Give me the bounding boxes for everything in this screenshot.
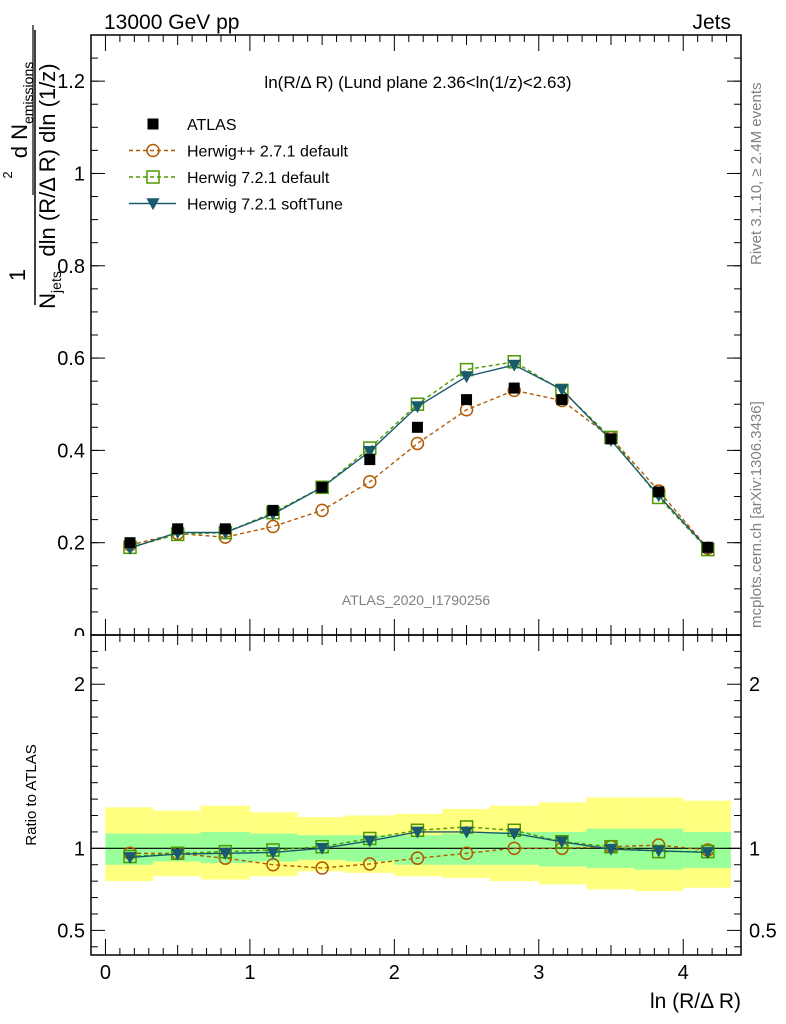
- ratio-y-tick-label-right: 0.5: [749, 920, 777, 942]
- legend-marker: [147, 118, 159, 130]
- x-tick-label: 0: [100, 962, 111, 984]
- ratio-y-tick-label-right: 1: [749, 838, 760, 860]
- main-data-point: [363, 475, 377, 489]
- main-series-line: [129, 364, 709, 550]
- main-data-point: [605, 433, 617, 445]
- y-label-denominator: dln (R/Δ R) dln (1/z): [35, 63, 60, 256]
- ratio-data-point: [315, 843, 329, 855]
- ratio-data-point: [266, 847, 280, 860]
- rivet-label: Rivet 3.1.10, ≥ 2.4M events: [748, 83, 765, 266]
- main-data-point: [507, 359, 521, 372]
- x-tick-label: 1: [244, 962, 255, 984]
- ratio-data-point: [410, 851, 425, 865]
- ratio-data-point: [507, 841, 521, 856]
- main-series-line: [129, 389, 709, 549]
- main-series-herwig-7-2-1-softtune: [123, 359, 715, 556]
- main-y-tick-label: 0.2: [57, 533, 85, 555]
- ratio-data-point: [555, 836, 569, 849]
- ratio-band-inner: [442, 833, 490, 865]
- ratio-data-point: [604, 843, 618, 856]
- ratio-y-label: Ratio to ATLAS: [23, 744, 40, 845]
- main-panel: 0.20.40.60.811.20 ln(R/Δ R) (Lund plane …: [57, 34, 742, 648]
- legend-marker: [146, 198, 160, 211]
- legend-entry: Herwig 7.2.1 default: [129, 170, 330, 187]
- legend-entry: Herwig 7.2.1 softTune: [129, 197, 343, 214]
- ratio-series-herwig-7-2-1-softtune: [123, 826, 715, 864]
- legend-entry: ATLAS: [147, 117, 237, 134]
- ratio-data-point: [363, 835, 377, 848]
- analysis-watermark: ATLAS_2020_I1790256: [342, 592, 491, 608]
- main-data-point: [410, 436, 425, 451]
- ratio-frame: [90, 634, 742, 956]
- main-data-point: [702, 541, 714, 553]
- main-data-point: [411, 421, 423, 433]
- ratio-y-tick-label-right: 2: [749, 674, 760, 696]
- main-y-tick-label: 0.8: [57, 256, 85, 278]
- x-axis-label: ln (R/Δ R): [650, 990, 741, 1013]
- ratio-y-tick-label: 0.5: [57, 920, 85, 942]
- main-series-atlas: [124, 382, 714, 553]
- main-y-tick-label: 0.6: [57, 348, 85, 370]
- ratio-data-point: [123, 852, 137, 864]
- ratio-data-point: [507, 828, 521, 841]
- main-data-point: [363, 446, 377, 458]
- legend-entry: Herwig++ 2.7.1 default: [129, 144, 349, 161]
- x-tick-label: 4: [678, 962, 689, 984]
- ratio-data-point: [459, 826, 474, 839]
- ratio-panel: 0.5 0.5 1 1 2 2 0 1 2 3 4 Ratio to ATLAS: [23, 634, 777, 984]
- ratio-data-point: [171, 848, 185, 861]
- main-data-point: [459, 371, 474, 384]
- ratio-y-tick-label: 2: [74, 674, 85, 696]
- main-data-point: [219, 523, 231, 535]
- main-data-point: [410, 401, 425, 414]
- legend-label: Herwig++ 2.7.1 default: [187, 144, 349, 161]
- x-tick-label: 2: [389, 962, 400, 984]
- energy-label: 13000 GeV pp: [104, 11, 239, 34]
- main-y-tick-label: 1: [74, 163, 85, 185]
- main-data-point: [267, 504, 279, 516]
- ratio-data-point: [701, 847, 715, 860]
- x-tick-label: 3: [533, 962, 544, 984]
- main-data-point: [315, 503, 329, 518]
- legend-marker: [146, 170, 160, 184]
- main-data-point: [316, 481, 328, 493]
- legend-label: Herwig 7.2.1 default: [187, 170, 330, 187]
- main-series-line: [129, 361, 709, 551]
- main-data-point: [653, 486, 665, 498]
- main-data-point: [172, 523, 184, 535]
- ratio-band-inner: [394, 835, 442, 865]
- main-data-point: [555, 384, 569, 397]
- main-data-point: [508, 382, 520, 394]
- main-data-point: [364, 454, 376, 466]
- main-data-point: [266, 519, 280, 534]
- main-y-tick-label: 1.2: [57, 71, 85, 93]
- ratio-data-point: [459, 846, 474, 861]
- main-data-point: [124, 537, 136, 549]
- legend: ATLAS Herwig++ 2.7.1 default Herwig 7.2.1 …: [129, 117, 349, 214]
- ratio-y-tick-label: 1: [74, 838, 85, 860]
- ratio-data-point: [315, 861, 329, 875]
- main-y-tick-label: 0.4: [57, 440, 85, 462]
- ratio-data-point: [363, 857, 377, 871]
- legend-marker: [146, 143, 160, 158]
- y-label-prefix: 1: [5, 269, 30, 281]
- main-data-point: [556, 394, 568, 406]
- ratio-series-line: [130, 844, 708, 869]
- ratio-data-point: [218, 847, 232, 860]
- main-series-herwig-7-2-1-default: [123, 355, 715, 557]
- legend-label: ATLAS: [187, 117, 237, 134]
- y-label-numerator: d Nemissions: [7, 62, 36, 159]
- y-label-d-superscript: 2: [0, 171, 15, 178]
- plot-title: ln(R/Δ R) (Lund plane 2.36<ln(1/z)<2.63): [264, 73, 571, 92]
- y-axis-label: 1 d Nemissions 2 dln (R/Δ R) dln (1/z) N…: [0, 25, 64, 309]
- y-label-njets: Njets: [35, 271, 64, 309]
- label-mask: [60, 636, 90, 648]
- mcplots-label: mcplots.cern.ch [arXiv:1306.3436]: [748, 401, 765, 628]
- ratio-data-point: [652, 845, 666, 858]
- process-label: Jets: [692, 11, 731, 34]
- legend-label: Herwig 7.2.1 softTune: [187, 197, 343, 214]
- ratio-data-point: [410, 826, 425, 839]
- main-data-point: [461, 394, 473, 406]
